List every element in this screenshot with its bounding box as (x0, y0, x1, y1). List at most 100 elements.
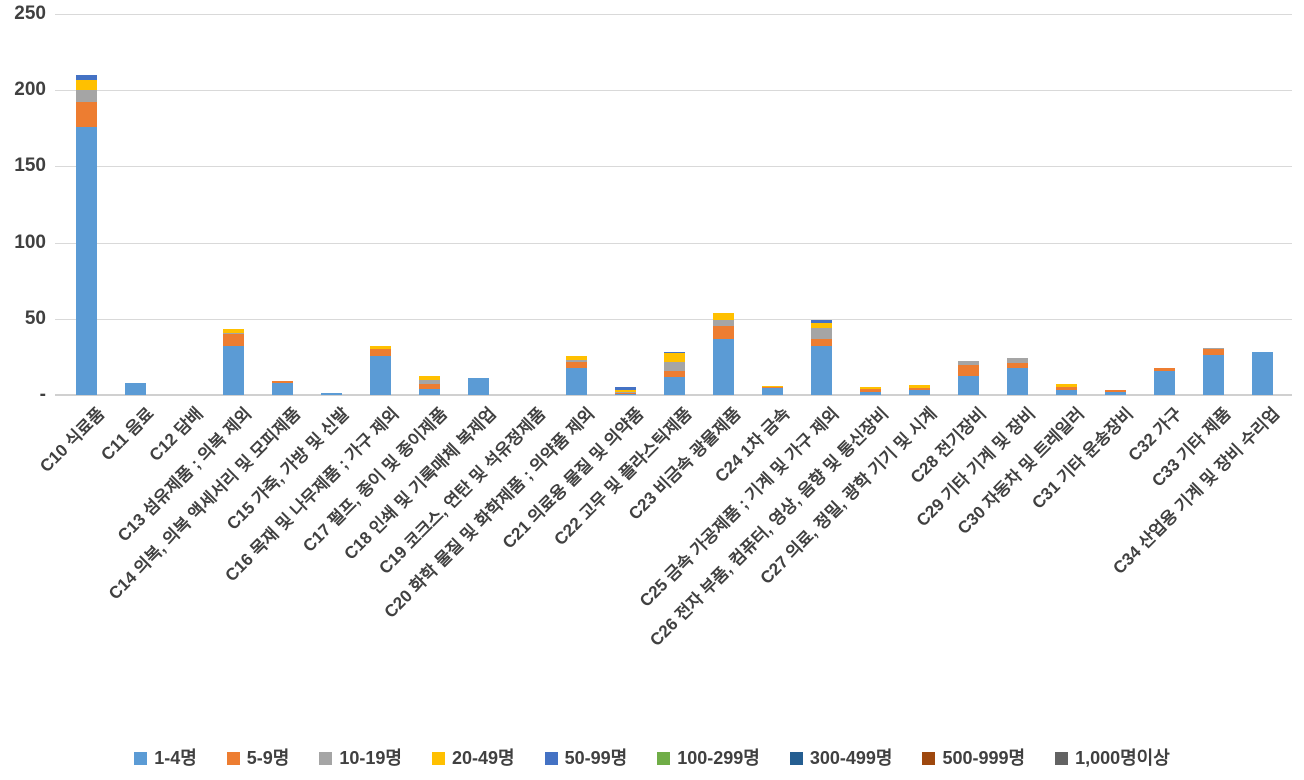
bar-segment (1006, 358, 1028, 363)
bar-segment (908, 388, 930, 391)
bar-segment (1202, 355, 1224, 395)
legend-item[interactable]: 300-499명 (789, 747, 893, 769)
y-tick-label: 200 (14, 79, 46, 101)
bar-segment (223, 334, 245, 347)
bar-segment (810, 323, 832, 328)
bar-segment (321, 392, 343, 395)
legend-item[interactable]: 1-4명 (134, 747, 197, 769)
bar-segment (566, 362, 588, 369)
y-tick-label: - (39, 384, 46, 405)
legend-swatch-icon (657, 751, 671, 765)
x-axis-line (55, 394, 1292, 396)
legend-label: 300-499명 (809, 748, 893, 768)
y-tick-label: 250 (14, 3, 46, 24)
bar-segment (1104, 391, 1126, 395)
bar-segment (223, 329, 245, 333)
bar-segment (712, 312, 734, 321)
legend-swatch-icon (319, 751, 333, 765)
bar-segment (370, 356, 392, 395)
gridline (55, 166, 1292, 168)
bar-segment (859, 391, 881, 395)
bar-segment (957, 361, 979, 365)
y-tick-label: 150 (14, 155, 46, 177)
bar-segment (566, 368, 588, 395)
legend-item[interactable]: 100-299명 (657, 747, 760, 769)
legend-label: 100-299명 (677, 748, 760, 768)
gridline (55, 14, 1292, 15)
bar-segment (76, 126, 98, 395)
bar-segment (1153, 367, 1175, 371)
legend-swatch-icon (922, 751, 936, 765)
legend-item[interactable]: 1,000명이상 (1055, 747, 1170, 769)
category-label: C27 의료, 정밀, 광학 기기 및 시계 (756, 404, 941, 588)
bar-segment (1104, 389, 1126, 392)
bar-segment (664, 351, 685, 354)
bar-segment (664, 376, 685, 395)
legend-item[interactable]: 20-49명 (431, 747, 515, 769)
legend-label: 1,000명이상 (1075, 748, 1170, 768)
bar-segment (712, 320, 734, 326)
y-tick-label: 50 (24, 307, 46, 329)
gridline (55, 242, 1292, 244)
bar-segment (419, 388, 441, 395)
bar-segment (370, 349, 392, 357)
bar-segment (908, 390, 930, 395)
bar-segment (566, 356, 588, 360)
bar-segment (908, 385, 930, 389)
bar-segment (615, 391, 637, 393)
legend-swatch-icon (134, 751, 148, 765)
bar-segment (370, 346, 392, 350)
bar-segment (1006, 367, 1028, 395)
legend-swatch-icon (431, 751, 445, 765)
bar-segment (761, 388, 783, 395)
legend-item[interactable]: 500-999명 (922, 747, 1025, 769)
bar-segment (761, 385, 783, 388)
legend-item[interactable]: 10-19명 (319, 747, 402, 769)
bar-segment (1055, 387, 1077, 390)
gridline (55, 90, 1292, 92)
bar-segment (76, 90, 98, 103)
category-label: C11 음료 (97, 404, 158, 465)
legend-label: 500-999명 (942, 748, 1026, 768)
bar-segment (419, 384, 441, 389)
bar-segment (810, 346, 832, 395)
bar-segment (957, 375, 979, 395)
bar-segment (1055, 389, 1077, 395)
bar-segment (1153, 370, 1175, 395)
bar-segment (615, 389, 637, 392)
bar-segment (712, 325, 734, 339)
legend-swatch-icon (789, 751, 803, 765)
bar-segment (957, 364, 979, 376)
bar-segment (1202, 347, 1224, 350)
bar-segment (712, 338, 734, 395)
legend: 1-4명 5-9명 10-19명 20-49명 50-99명 100-299명 300-49… (0, 744, 1304, 772)
bar-segment (468, 378, 490, 395)
bar-segment (419, 379, 441, 385)
legend-swatch-icon (544, 751, 558, 765)
bar-segment (76, 79, 98, 91)
bar-segment (1055, 384, 1077, 388)
bar-segment (1202, 349, 1224, 356)
bar-segment (272, 381, 294, 383)
bar-segment (615, 386, 637, 390)
legend-item[interactable]: 50-99명 (544, 747, 628, 769)
legend-swatch-icon (226, 751, 240, 765)
bar-segment (125, 382, 147, 395)
category-label: C10 식료품 (36, 404, 109, 477)
legend-label: 1-4명 (154, 748, 197, 768)
bar-segment (76, 102, 98, 127)
bar-segment (272, 382, 294, 395)
bar-segment (615, 393, 637, 395)
legend-label: 50-99명 (564, 748, 628, 768)
bar-segment (810, 319, 832, 324)
legend-item[interactable]: 5-9명 (226, 747, 290, 769)
legend-label: 20-49명 (451, 748, 515, 768)
bar-segment (664, 371, 685, 377)
legend-swatch-icon (1055, 751, 1069, 765)
bar-segment (419, 375, 441, 380)
legend-label: 5-9명 (246, 748, 290, 768)
bar-segment (615, 392, 637, 394)
bar-segment (566, 359, 588, 363)
bar-segment (810, 327, 832, 339)
